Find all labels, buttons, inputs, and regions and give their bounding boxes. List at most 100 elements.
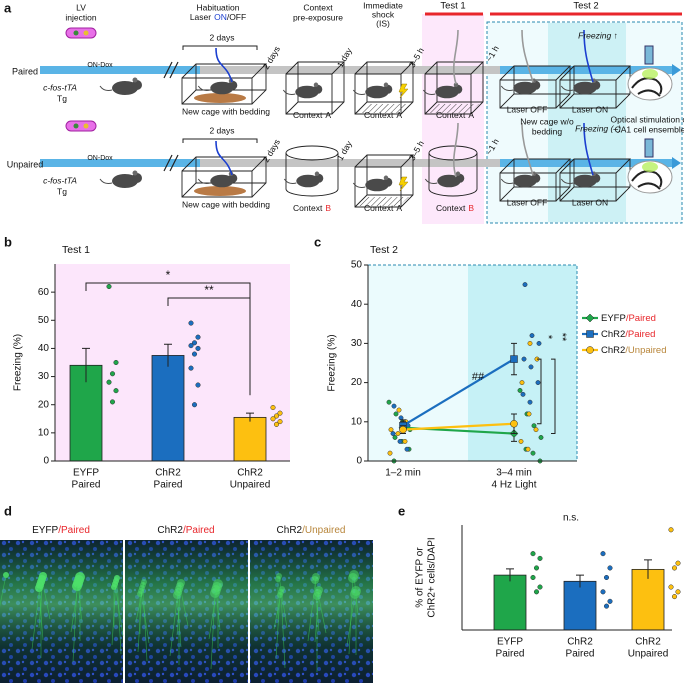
data-point xyxy=(527,399,533,405)
data-point xyxy=(537,555,543,561)
cage xyxy=(354,61,415,115)
error-bar xyxy=(164,343,172,367)
dendrite xyxy=(114,583,124,637)
label: ON-Dox xyxy=(87,155,113,162)
cage xyxy=(181,156,268,198)
data-point xyxy=(273,421,280,427)
mouse-head xyxy=(132,173,142,183)
data-point xyxy=(529,333,535,339)
cell-layer xyxy=(125,540,248,683)
fiber-cannula xyxy=(644,138,654,158)
data-point xyxy=(195,345,201,351)
mouse-tail xyxy=(99,85,113,91)
label: bedding xyxy=(532,126,563,136)
label: injection xyxy=(65,12,96,22)
mouse-head xyxy=(314,173,324,183)
dendrite xyxy=(31,584,41,650)
label: 1 day xyxy=(335,45,354,69)
bar xyxy=(493,574,527,631)
mouse-head xyxy=(383,177,393,187)
data-point xyxy=(392,435,398,440)
y-tick-label: 20 xyxy=(351,377,363,388)
test-label: Test 1 xyxy=(440,1,465,12)
data-point xyxy=(537,584,543,590)
panel-letter: c xyxy=(314,234,321,249)
floor-grid xyxy=(427,104,479,113)
label-part: A xyxy=(468,110,474,120)
error-bar xyxy=(82,347,90,383)
cage xyxy=(559,65,632,109)
bracket xyxy=(182,45,258,50)
x-tick-label: ChR2 xyxy=(567,637,593,648)
label: Context B xyxy=(293,203,331,213)
data-point xyxy=(536,340,542,346)
data-point xyxy=(675,560,681,566)
data-point xyxy=(396,407,402,413)
data-point xyxy=(530,450,536,456)
timeline-arrow xyxy=(672,157,681,169)
data-point xyxy=(195,334,201,340)
hippocampus xyxy=(631,77,663,97)
data-point xyxy=(671,594,678,600)
mouse-ear xyxy=(455,171,461,177)
data-point xyxy=(395,431,401,437)
dendrite xyxy=(348,577,354,655)
label-part: Context xyxy=(436,110,466,120)
image-label: ChR2/Paired xyxy=(157,525,214,536)
dendrite xyxy=(0,574,7,607)
label: Immediate xyxy=(363,0,403,10)
significance: ** xyxy=(556,333,568,342)
data-point xyxy=(607,565,613,571)
syringe xyxy=(65,27,97,39)
panel-letter: d xyxy=(4,503,12,518)
data-point xyxy=(391,403,397,409)
virus xyxy=(83,30,89,36)
dendrite xyxy=(280,591,286,669)
cylinder xyxy=(428,153,478,197)
mouse-body xyxy=(210,81,234,95)
mouse-head xyxy=(531,173,541,183)
data-point xyxy=(188,365,194,371)
label-part: A xyxy=(396,203,402,213)
label: Context A xyxy=(293,110,331,120)
label-part: ON xyxy=(214,12,227,22)
timeline-light xyxy=(500,66,672,74)
floor-grid xyxy=(357,197,409,206)
data-point xyxy=(668,584,674,590)
floor-grid xyxy=(357,104,409,113)
data-point xyxy=(675,589,681,595)
mouse-tail xyxy=(560,178,574,184)
x-tick-label: 4 Hz Light xyxy=(491,480,536,491)
mouse-ear xyxy=(383,82,389,88)
label: Tg xyxy=(57,186,67,196)
data-point xyxy=(106,379,112,385)
data-point xyxy=(671,565,678,571)
optic-fiber xyxy=(583,122,594,176)
cell-layer xyxy=(0,540,123,683)
label-part: Context xyxy=(293,110,323,120)
x-tick-label: Paired xyxy=(72,480,101,491)
bar xyxy=(151,355,185,462)
shock-bolt xyxy=(398,176,409,192)
data-point xyxy=(273,413,280,419)
dendrite xyxy=(169,591,179,657)
cylinder xyxy=(285,153,339,197)
mouse-tail xyxy=(197,178,211,184)
significance-bracket xyxy=(537,358,542,425)
data-point xyxy=(388,427,394,433)
mouse-head xyxy=(228,173,238,183)
y-tick-label: 40 xyxy=(38,343,50,354)
error-bar xyxy=(246,412,254,422)
label: Tg xyxy=(57,93,67,103)
y-tick-label: 30 xyxy=(351,338,363,349)
data-point xyxy=(530,574,536,581)
y-tick-label: 0 xyxy=(43,456,49,467)
data-point xyxy=(668,527,674,533)
y-axis-label: % of EYFP or xyxy=(415,547,426,608)
mouse-body xyxy=(210,174,234,188)
mouse-tail xyxy=(99,178,113,184)
significance-bracket xyxy=(167,297,251,396)
data-point xyxy=(517,387,523,393)
mouse-head xyxy=(132,80,142,90)
